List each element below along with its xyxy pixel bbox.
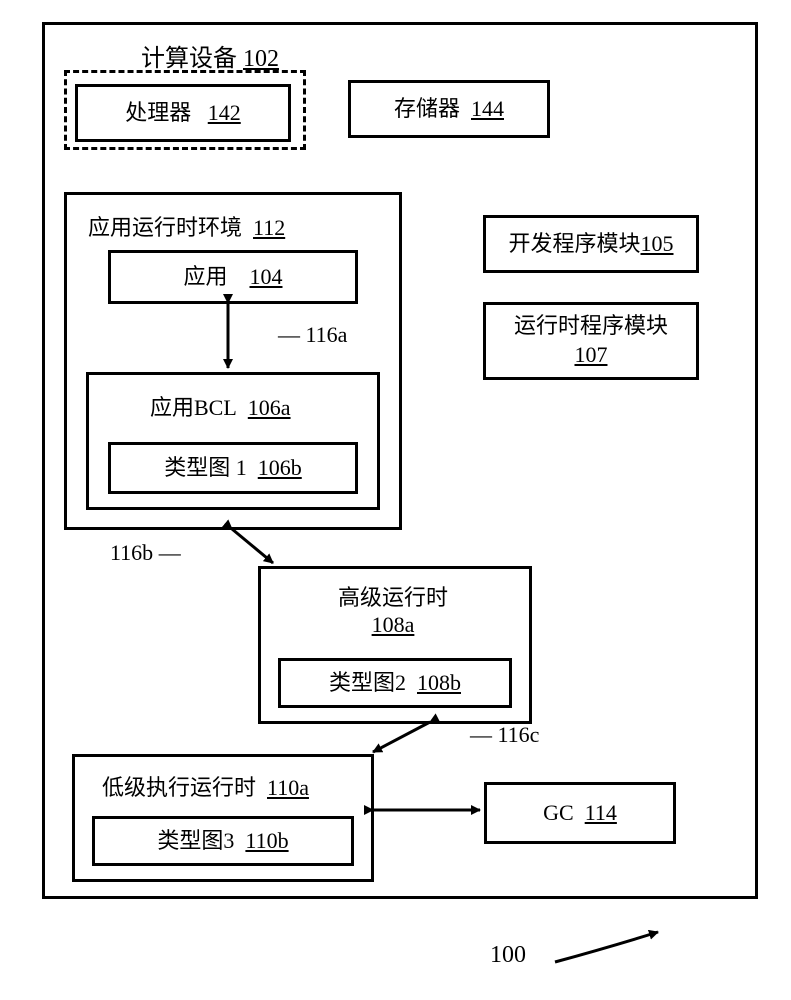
rt-module-box: 运行时程序模块 107 <box>483 302 699 380</box>
type3-ref: 110b <box>245 828 288 853</box>
computing-device-text: 计算设备 <box>141 46 237 72</box>
runtime-env-text: 应用运行时环境 <box>88 215 242 240</box>
rt-module-text: 运行时程序模块 <box>514 313 668 338</box>
label-116b-text: 116b <box>110 540 153 565</box>
label-116a-text: 116a <box>306 322 348 347</box>
dev-module-box: 开发程序模块105 <box>483 215 699 273</box>
app-ref: 104 <box>250 264 283 289</box>
low-rt-ref: 110a <box>267 775 309 800</box>
label-116b: 116b — <box>110 540 181 566</box>
bcl-ref: 106a <box>248 395 291 420</box>
type1-box: 类型图 1 106b <box>108 442 358 494</box>
label-116c-text: 116c <box>498 722 540 747</box>
label-116a: — 116a <box>278 322 347 348</box>
gc-text: GC <box>543 800 574 825</box>
dev-module-text: 开发程序模块 <box>508 231 640 256</box>
type2-ref: 108b <box>417 670 461 695</box>
type3-box: 类型图3 110b <box>92 816 354 866</box>
high-rt-text: 高级运行时 <box>338 585 448 610</box>
memory-text: 存储器 <box>394 96 460 121</box>
figure-number: 100 <box>490 942 526 969</box>
low-rt-text: 低级执行运行时 <box>102 775 256 800</box>
type3-text: 类型图3 <box>157 828 234 853</box>
dev-module-ref: 105 <box>641 231 674 256</box>
processor-box: 处理器 142 <box>75 84 291 142</box>
type1-ref: 106b <box>258 455 302 480</box>
type2-box: 类型图2 108b <box>278 658 512 708</box>
high-rt-ref: 108a <box>372 612 415 637</box>
computing-device-title: 计算设备 102 <box>115 38 305 73</box>
low-rt-title: 低级执行运行时 110a <box>102 770 309 802</box>
runtime-env-title: 应用运行时环境 112 <box>88 210 285 242</box>
bcl-text: 应用BCL <box>150 395 237 420</box>
memory-ref: 144 <box>471 96 504 121</box>
type1-text: 类型图 1 <box>164 455 247 480</box>
high-rt-title: 高级运行时 108a <box>318 580 468 638</box>
memory-box: 存储器 144 <box>348 80 550 138</box>
runtime-env-ref: 112 <box>253 215 285 240</box>
rt-module-ref: 107 <box>574 342 607 367</box>
processor-text: 处理器 <box>125 100 191 125</box>
bcl-title: 应用BCL 106a <box>150 390 291 422</box>
label-116c: — 116c <box>470 722 539 748</box>
app-box: 应用 104 <box>108 250 358 304</box>
app-text: 应用 <box>183 264 227 289</box>
processor-ref: 142 <box>208 100 241 125</box>
type2-text: 类型图2 <box>329 670 406 695</box>
gc-ref: 114 <box>585 800 617 825</box>
figure-swoosh <box>555 932 658 962</box>
figure-number-text: 100 <box>490 942 526 968</box>
computing-device-ref: 102 <box>243 46 279 72</box>
gc-box: GC 114 <box>484 782 676 844</box>
